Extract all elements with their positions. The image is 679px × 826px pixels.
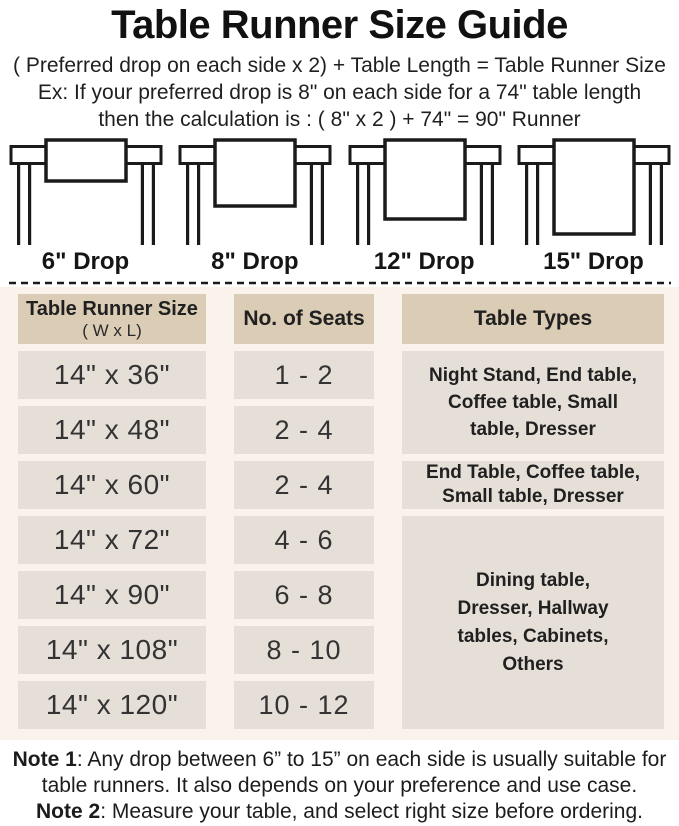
- table-types-text: Night Stand, End table, Coffee table, Sm…: [429, 365, 637, 440]
- runner-size-cell: 14" x 36": [18, 351, 206, 399]
- runner-size-value: 14" x 48": [53, 414, 171, 445]
- seats-value: 2 - 4: [274, 469, 334, 500]
- seats-cell: 2 - 4: [234, 406, 374, 454]
- note-1-line-1: Note 1: Any drop between 6” to 15” on ea…: [0, 747, 679, 773]
- seats-cell: 2 - 4: [234, 461, 374, 509]
- note-2-label: Note 2: [36, 800, 101, 823]
- seats-value: 2 - 4: [274, 414, 334, 445]
- example-line-2: then the calculation is : ( 8" x 2 ) + 7…: [98, 108, 581, 131]
- dashed-divider: [0, 278, 679, 287]
- drop-labels-row: 6" Drop 8" Drop 12" Drop 15" Drop: [0, 245, 679, 278]
- runner-size-value: 14" x 90": [53, 579, 171, 610]
- table-runner-diagram-8-drop: [178, 138, 332, 245]
- runner-size-cell: 14" x 108": [18, 626, 206, 674]
- example-line-1: Ex: If your preferred drop is 8" on each…: [37, 81, 642, 104]
- drop-label-6: 6" Drop: [41, 247, 130, 275]
- runner-size-header-cell: Table Runner Size ( W x L): [18, 294, 206, 344]
- seats-value: 1 - 2: [274, 359, 334, 390]
- runner-size-header-sub: ( W x L): [82, 320, 142, 340]
- drop-label-15: 15" Drop: [543, 247, 644, 275]
- drop-diagrams-row: [0, 137, 679, 245]
- note-2-line-1: Note 2: Measure your table, and select r…: [0, 799, 679, 825]
- table-types-group-cell: Dining table, Dresser, Hallway tables, C…: [402, 516, 664, 729]
- table-types-group-cell: End Table, Coffee table, Small table, Dr…: [402, 461, 664, 509]
- table-types-text: Dining table, Dresser, Hallway tables, C…: [457, 569, 609, 675]
- drop-label-12: 12" Drop: [373, 247, 475, 275]
- seats-cell: 4 - 6: [234, 516, 374, 564]
- seats-cell: 10 - 12: [234, 681, 374, 729]
- note-1-text: : Any drop between 6” to 15” on each sid…: [76, 748, 667, 771]
- seats-value: 8 - 10: [266, 634, 342, 665]
- runner-size-value: 14" x 72": [53, 524, 171, 555]
- runner-size-cell: 14" x 90": [18, 571, 206, 619]
- size-chart-table: Table Runner Size ( W x L) No. of Seats …: [18, 294, 664, 729]
- note-2-text: : Measure your table, and select right s…: [100, 800, 643, 823]
- seats-value: 10 - 12: [258, 689, 350, 720]
- seats-cell: 8 - 10: [234, 626, 374, 674]
- seats-header-cell: No. of Seats: [234, 294, 374, 344]
- formula-text: ( Preferred drop on each side x 2) + Tab…: [13, 54, 666, 77]
- table-runner-diagram-6-drop: [9, 138, 163, 245]
- runner-size-cell: 14" x 48": [18, 406, 206, 454]
- table-runner-diagram-15-drop: [517, 138, 671, 245]
- runner-size-header-title: Table Runner Size: [26, 297, 198, 320]
- table-types-text: End Table, Coffee table, Small table, Dr…: [426, 462, 640, 507]
- runner-size-value: 14" x 36": [53, 359, 171, 390]
- table-runner-diagram-12-drop: [348, 138, 502, 245]
- runner-size-cell: 14" x 60": [18, 461, 206, 509]
- note-1-label: Note 1: [12, 748, 77, 771]
- size-chart-section: Table Runner Size ( W x L) No. of Seats …: [0, 287, 679, 740]
- table-types-header-cell: Table Types: [402, 294, 664, 344]
- header-section: Table Runner Size Guide ( Preferred drop…: [0, 0, 679, 137]
- note-1-line-2: table runners. It also depends on your p…: [41, 774, 638, 797]
- runner-size-cell: 14" x 72": [18, 516, 206, 564]
- seats-value: 4 - 6: [274, 524, 334, 555]
- runner-size-value: 14" x 60": [53, 469, 171, 500]
- table-types-group-cell: Night Stand, End table, Coffee table, Sm…: [402, 351, 664, 454]
- runner-size-value: 14" x 108": [45, 634, 179, 665]
- drop-label-8: 8" Drop: [211, 247, 299, 275]
- seats-header-label: No. of Seats: [243, 307, 365, 330]
- page-title: Table Runner Size Guide: [111, 3, 568, 47]
- seats-cell: 1 - 2: [234, 351, 374, 399]
- runner-size-cell: 14" x 120": [18, 681, 206, 729]
- seats-value: 6 - 8: [274, 579, 334, 610]
- table-types-header-label: Table Types: [473, 307, 593, 330]
- seats-cell: 6 - 8: [234, 571, 374, 619]
- runner-size-value: 14" x 120": [45, 689, 179, 720]
- notes-section: Note 1: Any drop between 6” to 15” on ea…: [0, 740, 679, 825]
